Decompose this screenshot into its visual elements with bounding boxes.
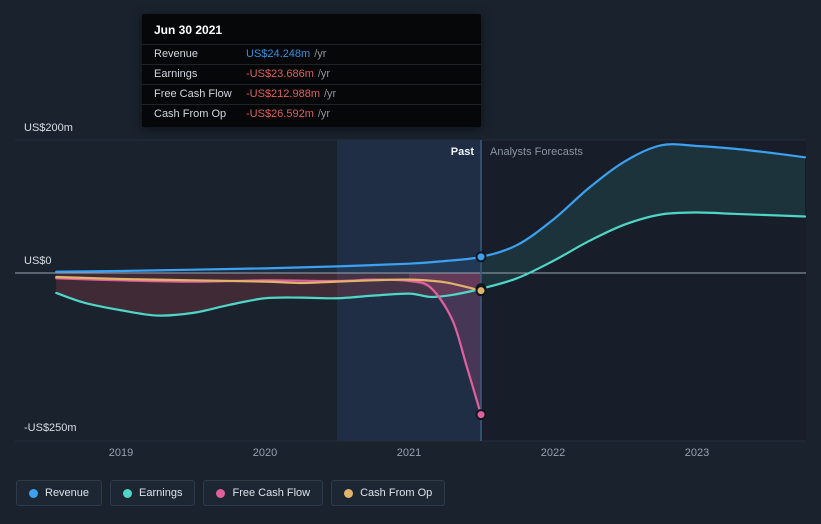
tooltip-row-label: Revenue [154, 48, 199, 60]
tooltip: Jun 30 2021 Revenue US$24.248m /yr Earni… [142, 14, 481, 127]
tooltip-row-suffix: /yr [324, 88, 337, 100]
x-axis-tick-2022: 2022 [540, 447, 566, 459]
x-axis-tick-2020: 2020 [252, 447, 278, 459]
tooltip-date: Jun 30 2021 [154, 23, 223, 37]
x-axis-tick-2023: 2023 [684, 447, 710, 459]
tooltip-row-label: Cash From Op [154, 108, 227, 120]
free-cash-flow-series-dot-icon [216, 488, 226, 498]
legend-item-earnings[interactable]: Earnings [110, 480, 196, 506]
tooltip-row-suffix: /yr [317, 108, 331, 120]
legend-label: Revenue [45, 487, 90, 499]
tooltip-row-earnings: Earnings -US$23.686m /yr [142, 64, 481, 84]
x-axis-tick-2021: 2021 [396, 447, 422, 459]
tooltip-row-value: -US$26.592m [246, 108, 314, 120]
earnings-series-dot-icon [123, 488, 133, 498]
tooltip-row-suffix: /yr [314, 48, 327, 60]
x-axis-tick-2019: 2019 [108, 447, 134, 459]
cash-from-op-series-dot-icon [344, 488, 354, 498]
tooltip-row-revenue: Revenue US$24.248m /yr [142, 44, 481, 64]
legend-item-revenue[interactable]: Revenue [16, 480, 103, 506]
legend-label: Free Cash Flow [232, 487, 311, 499]
y-axis-tick-200m: US$200m [24, 122, 73, 134]
tooltip-row-value: -US$23.686m [246, 68, 314, 80]
tooltip-row-free-cash-flow: Free Cash Flow -US$212.988m /yr [142, 84, 481, 104]
tooltip-row-label: Free Cash Flow [154, 88, 232, 100]
tooltip-row-value: US$24.248m [246, 48, 311, 60]
legend-item-cash-from-op[interactable]: Cash From Op [331, 480, 446, 506]
y-axis-tick-0: US$0 [24, 255, 52, 267]
tooltip-row-cash-from-op: Cash From Op -US$26.592m /yr [142, 104, 481, 124]
legend: Revenue Earnings Free Cash Flow Cash Fro… [16, 480, 446, 506]
analysts-forecasts-section-label: Analysts Forecasts [490, 146, 583, 158]
legend-item-free-cash-flow[interactable]: Free Cash Flow [203, 480, 324, 506]
tooltip-row-value: -US$212.988m [246, 88, 320, 100]
legend-label: Earnings [139, 487, 183, 499]
tooltip-row-label: Earnings [154, 68, 198, 80]
tooltip-row-suffix: /yr [317, 68, 331, 80]
revenue-series-dot-icon [29, 488, 38, 498]
past-section-label: Past [450, 146, 474, 158]
legend-label: Cash From Op [360, 487, 433, 499]
y-axis-tick-neg250m: -US$250m [24, 422, 77, 434]
